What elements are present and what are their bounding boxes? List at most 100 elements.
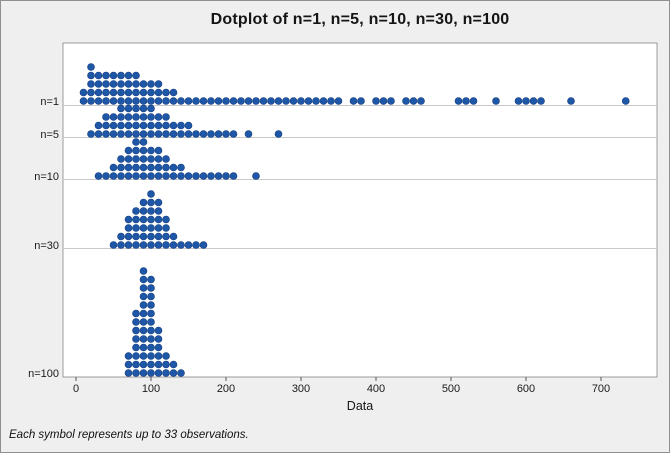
- data-dot: [319, 97, 328, 105]
- data-dot: [132, 71, 140, 80]
- data-dot: [132, 172, 140, 180]
- data-dot: [139, 326, 148, 335]
- data-dot: [621, 97, 630, 105]
- data-dot: [87, 97, 95, 105]
- data-dot: [117, 163, 125, 172]
- data-dot: [177, 130, 185, 138]
- data-dot: [154, 215, 163, 224]
- data-dot: [214, 130, 223, 138]
- data-dot: [154, 207, 163, 215]
- data-dot: [109, 163, 118, 172]
- data-dot: [169, 360, 178, 369]
- data-dot: [297, 97, 305, 105]
- data-dot: [162, 369, 170, 377]
- data-dot: [147, 241, 155, 249]
- data-dot: [252, 97, 260, 105]
- data-dot: [177, 241, 185, 249]
- data-dot: [132, 207, 140, 215]
- data-dot: [154, 97, 163, 105]
- data-dot: [139, 275, 148, 284]
- data-dot: [124, 163, 133, 172]
- data-dot: [139, 130, 148, 138]
- data-dot: [154, 80, 163, 88]
- x-tick-label: 400: [367, 383, 385, 395]
- data-dot: [222, 172, 230, 180]
- data-dot: [139, 88, 148, 97]
- data-dot: [94, 97, 103, 105]
- data-dot: [162, 172, 170, 180]
- data-dot: [94, 80, 103, 88]
- data-dot: [184, 172, 193, 180]
- data-dot: [402, 97, 410, 105]
- data-dot: [244, 130, 253, 138]
- data-dot: [102, 113, 110, 121]
- data-dot: [289, 97, 298, 105]
- data-dot: [162, 163, 170, 172]
- data-dot: [132, 335, 140, 343]
- data-dot: [147, 360, 155, 369]
- data-dot: [199, 97, 208, 105]
- data-dot: [162, 215, 170, 224]
- data-dot: [162, 224, 170, 232]
- data-dot: [462, 97, 470, 105]
- data-dot: [79, 88, 88, 97]
- data-dot: [94, 71, 103, 80]
- data-dot: [192, 172, 200, 180]
- data-dot: [139, 343, 148, 352]
- data-dot: [139, 318, 148, 326]
- data-dot: [139, 146, 148, 155]
- data-dot: [154, 198, 163, 207]
- data-dot: [117, 121, 125, 130]
- data-dot: [169, 232, 178, 241]
- data-dot: [162, 121, 170, 130]
- data-dot: [132, 80, 140, 88]
- data-dot: [169, 172, 178, 180]
- data-dot: [124, 97, 133, 105]
- data-dot: [139, 97, 148, 105]
- data-dot: [139, 352, 148, 360]
- data-dot: [274, 97, 283, 105]
- data-dot: [147, 163, 155, 172]
- data-dot: [132, 318, 140, 326]
- data-dot: [124, 215, 133, 224]
- x-tick-label: 500: [442, 383, 460, 395]
- data-dot: [132, 138, 140, 146]
- data-dot: [492, 97, 500, 105]
- data-dot: [154, 163, 163, 172]
- data-dot: [117, 104, 125, 113]
- data-dot: [154, 113, 163, 121]
- data-dot: [139, 267, 148, 275]
- data-dot: [117, 241, 125, 249]
- data-dot: [132, 163, 140, 172]
- data-dot: [147, 80, 155, 88]
- data-dot: [132, 155, 140, 163]
- data-dot: [132, 130, 140, 138]
- data-dot: [132, 232, 140, 241]
- data-dot: [139, 309, 148, 318]
- data-dot: [124, 172, 133, 180]
- data-dot: [154, 232, 163, 241]
- data-dot: [102, 80, 110, 88]
- data-dot: [169, 369, 178, 377]
- data-dot: [162, 241, 170, 249]
- data-dot: [102, 97, 110, 105]
- data-dot: [139, 232, 148, 241]
- data-dot: [117, 71, 125, 80]
- data-dot: [109, 121, 118, 130]
- y-category-label: n=1: [40, 96, 59, 108]
- data-dot: [147, 326, 155, 335]
- data-dot: [162, 352, 170, 360]
- data-dot: [124, 71, 133, 80]
- data-dot: [117, 155, 125, 163]
- data-dot: [109, 172, 118, 180]
- data-dot: [132, 121, 140, 130]
- data-dot: [117, 130, 125, 138]
- data-dot: [372, 97, 380, 105]
- data-dot: [177, 97, 185, 105]
- data-dot: [154, 369, 163, 377]
- data-dot: [124, 113, 133, 121]
- data-dot: [192, 241, 200, 249]
- data-dot: [147, 215, 155, 224]
- data-dot: [267, 97, 275, 105]
